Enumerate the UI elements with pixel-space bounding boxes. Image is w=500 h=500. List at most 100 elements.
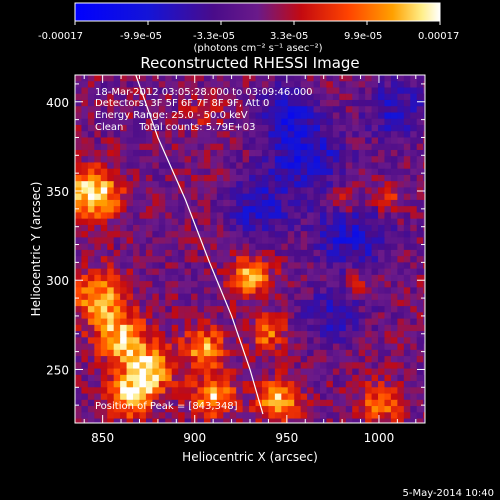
heatmap-cell xyxy=(410,224,418,232)
heatmap-cell xyxy=(87,106,95,114)
heatmap-cell xyxy=(87,81,95,89)
heatmap-cell xyxy=(191,81,199,89)
heatmap-cell xyxy=(371,299,379,307)
heatmap-cell xyxy=(294,99,302,107)
heatmap-cell xyxy=(81,224,89,232)
heatmap-cell xyxy=(320,268,328,276)
heatmap-cell xyxy=(307,343,315,351)
heatmap-cell xyxy=(261,287,270,295)
heatmap-cell xyxy=(281,199,289,207)
heatmap-cell xyxy=(178,237,186,245)
heatmap-cell xyxy=(113,349,121,357)
heatmap-cell xyxy=(352,324,360,332)
heatmap-cell xyxy=(423,131,425,139)
heatmap-cell xyxy=(139,274,147,282)
heatmap-cell xyxy=(94,112,102,120)
heatmap-cell xyxy=(416,412,424,420)
heatmap-cell xyxy=(268,387,276,395)
heatmap-cell xyxy=(339,168,347,176)
heatmap-cell xyxy=(384,224,392,232)
heatmap-cell xyxy=(171,106,179,114)
heatmap-cell xyxy=(313,81,321,89)
heatmap-cell xyxy=(332,181,340,189)
heatmap-cell xyxy=(332,118,340,126)
heatmap-cell xyxy=(178,393,186,401)
heatmap-cell xyxy=(326,331,334,338)
heatmap-cell xyxy=(197,212,205,220)
heatmap-cell xyxy=(139,149,147,157)
heatmap-cell xyxy=(423,256,425,263)
heatmap-cell xyxy=(113,331,121,338)
heatmap-cell xyxy=(268,262,276,270)
heatmap-cell xyxy=(178,249,186,257)
heatmap-cell xyxy=(191,162,199,170)
heatmap-cell xyxy=(365,362,373,370)
heatmap-cell xyxy=(313,199,321,207)
heatmap-cell xyxy=(390,256,398,263)
heatmap-cell xyxy=(87,149,95,157)
heatmap-cell xyxy=(223,174,231,182)
heatmap-cell xyxy=(294,293,302,301)
heatmap-cell xyxy=(100,387,108,395)
heatmap-cell xyxy=(139,374,147,382)
heatmap-cell xyxy=(339,231,347,238)
heatmap-cell xyxy=(261,224,270,232)
heatmap-cell xyxy=(287,387,295,395)
heatmap-cell xyxy=(242,112,250,120)
heatmap-cell xyxy=(281,412,289,420)
heatmap-cell xyxy=(145,349,153,357)
heatmap-cell xyxy=(384,293,392,301)
heatmap-cell xyxy=(294,174,302,182)
heatmap-cell xyxy=(210,293,218,301)
heatmap-cell xyxy=(133,324,141,332)
heatmap-cell xyxy=(410,362,418,370)
heatmap-cell xyxy=(261,393,270,401)
heatmap-cell xyxy=(274,256,282,263)
heatmap-cell xyxy=(384,156,392,164)
heatmap-cell xyxy=(332,156,340,164)
heatmap-cell xyxy=(384,274,392,282)
heatmap-cell xyxy=(352,168,360,176)
heatmap-cell xyxy=(203,324,211,332)
heatmap-cell xyxy=(287,75,295,82)
heatmap-cell xyxy=(307,362,315,370)
heatmap-cell xyxy=(210,287,218,295)
heatmap-cell xyxy=(133,237,141,245)
heatmap-cell xyxy=(113,318,121,326)
heatmap-cell xyxy=(197,156,205,164)
heatmap-cell xyxy=(268,318,276,326)
heatmap-cell xyxy=(165,324,173,332)
heatmap-cell xyxy=(223,356,231,363)
heatmap-cell xyxy=(255,118,263,126)
heatmap-cell xyxy=(113,262,121,270)
heatmap-cell xyxy=(133,124,141,132)
heatmap-cell xyxy=(113,206,121,214)
heatmap-cell xyxy=(384,337,392,345)
heatmap-cell xyxy=(191,124,199,132)
heatmap-cell xyxy=(313,312,321,320)
heatmap-cell xyxy=(152,337,160,345)
heatmap-cell xyxy=(352,237,360,245)
heatmap-cell xyxy=(261,356,270,363)
heatmap-cell xyxy=(339,156,347,164)
heatmap-cell xyxy=(268,299,276,307)
heatmap-cell xyxy=(371,337,379,345)
heatmap-cell xyxy=(197,224,205,232)
heatmap-cell xyxy=(139,418,147,423)
heatmap-cell xyxy=(339,193,347,201)
heatmap-cell xyxy=(120,237,128,245)
heatmap-cell xyxy=(100,112,108,120)
heatmap-cell xyxy=(287,249,295,257)
heatmap-cell xyxy=(281,131,289,139)
heatmap-cell xyxy=(191,293,199,301)
heatmap-cell xyxy=(197,118,205,126)
heatmap-cell xyxy=(87,324,95,332)
heatmap-cell xyxy=(371,268,379,276)
heatmap-cell xyxy=(326,374,334,382)
heatmap-cell xyxy=(255,306,263,313)
heatmap-cell xyxy=(384,112,392,120)
heatmap-cell xyxy=(236,374,244,382)
heatmap-cell xyxy=(133,331,141,338)
heatmap-cell xyxy=(300,374,308,382)
heatmap-cell xyxy=(139,143,147,151)
